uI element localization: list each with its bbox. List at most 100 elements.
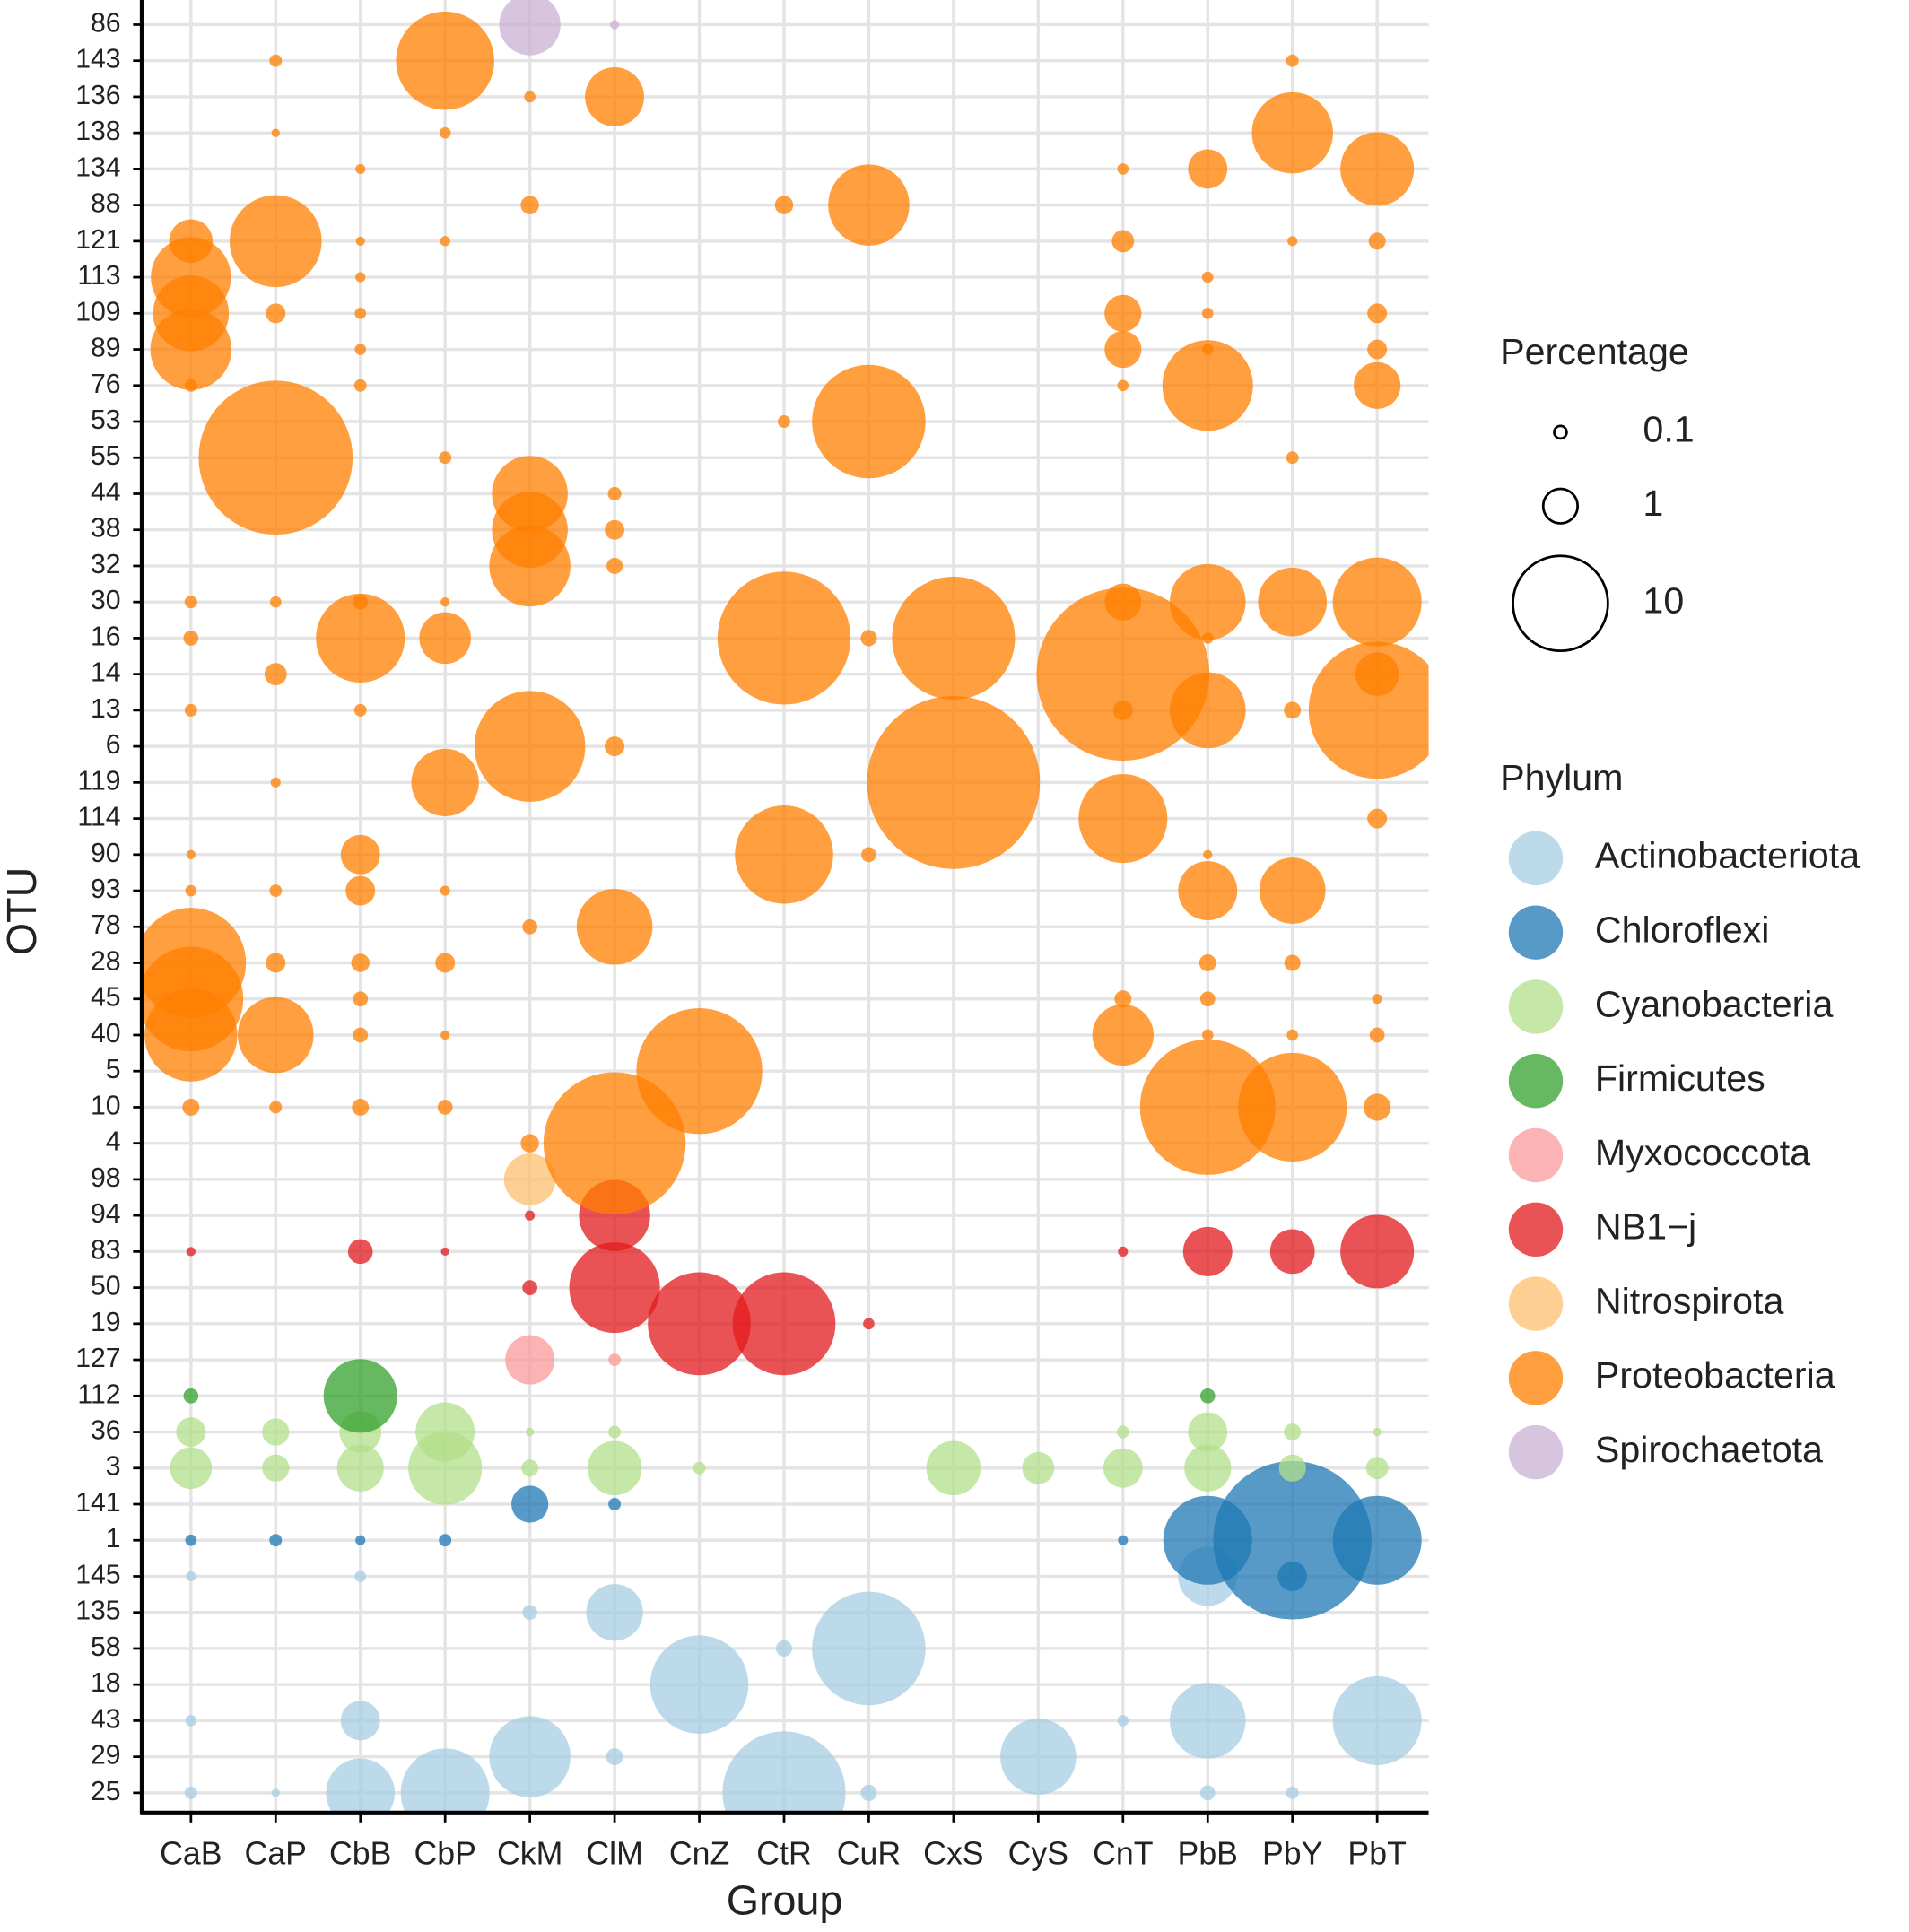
y-tick-label: 121 [75,225,120,255]
bubble [1022,1451,1055,1484]
legend-swatch [1508,1424,1564,1480]
bubble [354,344,367,355]
legend-swatch [1508,1202,1564,1257]
bubble [1340,1214,1415,1289]
y-tick-label: 145 [75,1560,120,1589]
y-tick-label: 86 [91,8,121,38]
bubble [1284,1423,1302,1441]
bubble [316,593,405,683]
bubble [892,576,1016,700]
legend-swatch [1508,1276,1564,1331]
y-tick-label: 44 [91,477,121,507]
bubble [1201,632,1214,644]
size-legend-label: 0.1 [1643,409,1694,450]
bubble [1104,330,1142,369]
bubble [1199,1785,1216,1801]
bubble [511,1485,549,1523]
bubble [440,885,450,896]
legend-swatch [1508,831,1564,886]
bubble [353,703,367,717]
bubble [396,11,494,110]
bubble [1367,808,1388,829]
y-axis-title: OTU [0,867,45,955]
y-tick-label: 78 [91,910,121,940]
y-tick-label: 83 [91,1235,121,1265]
bubble [439,451,452,465]
bubble [606,1748,623,1766]
bubble [1340,132,1415,206]
bubble [185,1715,197,1727]
y-tick-label: 94 [91,1199,121,1229]
bubble [1284,701,1302,719]
bubble [347,1239,373,1265]
bubble [262,1418,290,1446]
bubble [860,1784,877,1801]
bubble [1372,994,1382,1005]
bubble [323,1359,397,1433]
legend-label: Actinobacteriota [1595,835,1860,876]
y-tick-label: 134 [75,152,120,182]
bubble [863,1318,875,1330]
bubble [1213,1460,1373,1620]
bubble [717,571,851,705]
bubble [1118,1535,1129,1545]
bubble [1103,1448,1143,1488]
bubble [1332,1495,1422,1585]
y-tick-label: 45 [91,983,121,1013]
bubble [775,1640,793,1657]
legend-label: Cyanobacteria [1595,983,1834,1024]
bubble [1111,230,1135,253]
bubble [183,631,199,646]
y-tick-label: 6 [106,730,121,760]
bubble [1365,1457,1389,1480]
color-legend-title: Phylum [1500,757,1623,798]
bubble [264,663,287,686]
size-legend-title: Percentage [1500,331,1689,372]
y-tick-label: 141 [75,1488,120,1518]
legend-label: Myxococcota [1595,1132,1810,1173]
bubble [722,1731,846,1813]
bubble [269,1101,283,1114]
bubble [1277,1562,1308,1591]
bubble [435,953,456,973]
legend-label: Chloroflexi [1595,909,1770,951]
bubble [1286,54,1299,67]
bubble [1188,1412,1228,1452]
x-tick-label: ClM [586,1835,642,1871]
bubble [587,1440,642,1496]
legend-label: Firmicutes [1595,1057,1765,1099]
y-tick-label: 58 [91,1632,121,1662]
bubble [520,1134,539,1153]
bubble [411,748,479,816]
legend: 0.1 1 10 Actinobacteriota Chloroflexi Cyanoba… [1508,409,1860,1480]
y-tick-label: 76 [91,370,121,399]
bubble [1203,849,1213,859]
bubble [1368,232,1386,250]
bubble [1258,567,1328,637]
y-tick-label: 43 [91,1704,121,1734]
y-tick-label: 55 [91,441,121,471]
y-tick-label: 143 [75,45,120,74]
bubble [522,1280,537,1295]
bubble [1201,307,1214,319]
x-tick-label: PbT [1347,1835,1406,1871]
bubble [693,1461,706,1475]
y-tick-label: 5 [106,1055,121,1084]
bubble [437,1100,453,1115]
x-tick-label: CaP [245,1835,307,1871]
bubble [1284,954,1301,971]
legend-swatch [1508,1127,1564,1183]
y-tick-label: 1 [106,1524,121,1553]
y-tick-label: 25 [91,1777,121,1806]
bubble [867,696,1041,869]
bubble [340,834,380,875]
y-tick-label: 89 [91,334,121,363]
bubble [269,884,283,898]
bubble [198,380,353,535]
size-legend-label: 10 [1643,580,1684,622]
bubble [1369,1027,1385,1043]
y-tick-label: 138 [75,117,120,146]
x-tick-label: PbB [1178,1835,1238,1871]
y-tick-label: 28 [91,946,121,976]
x-tick-label: CyS [1008,1835,1068,1871]
